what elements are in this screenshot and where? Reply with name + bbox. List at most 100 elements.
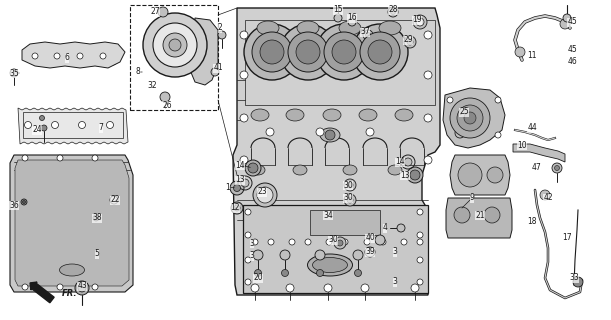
- Polygon shape: [10, 155, 133, 292]
- Circle shape: [457, 105, 483, 131]
- Text: 41: 41: [213, 63, 223, 73]
- Text: 3: 3: [249, 252, 254, 260]
- Circle shape: [484, 207, 500, 223]
- Text: 17: 17: [562, 234, 572, 243]
- Ellipse shape: [251, 109, 269, 121]
- Text: 40: 40: [365, 234, 375, 243]
- Text: 13: 13: [400, 171, 410, 180]
- Ellipse shape: [379, 21, 401, 35]
- Circle shape: [326, 239, 332, 245]
- Circle shape: [424, 156, 432, 164]
- Circle shape: [245, 209, 251, 215]
- Circle shape: [410, 170, 420, 180]
- Text: 3: 3: [392, 277, 397, 286]
- Polygon shape: [233, 8, 440, 295]
- Circle shape: [211, 68, 219, 76]
- Text: 16: 16: [347, 13, 357, 22]
- Text: 3: 3: [249, 238, 254, 247]
- Circle shape: [573, 277, 583, 287]
- Circle shape: [417, 232, 423, 238]
- Text: 30: 30: [328, 236, 338, 244]
- Circle shape: [348, 18, 356, 26]
- Circle shape: [10, 69, 18, 77]
- FancyArrow shape: [30, 282, 54, 303]
- Polygon shape: [18, 108, 128, 144]
- Circle shape: [266, 128, 274, 136]
- Text: 2: 2: [218, 23, 222, 33]
- Polygon shape: [22, 42, 125, 68]
- Circle shape: [51, 122, 59, 129]
- Bar: [243, 205, 428, 293]
- Circle shape: [245, 257, 251, 263]
- Circle shape: [344, 194, 356, 206]
- Circle shape: [288, 32, 328, 72]
- Text: 8: 8: [136, 68, 141, 76]
- Circle shape: [487, 167, 503, 183]
- Circle shape: [397, 224, 405, 232]
- Circle shape: [560, 19, 570, 29]
- Text: 14: 14: [235, 161, 245, 170]
- Circle shape: [218, 31, 226, 39]
- Circle shape: [289, 239, 295, 245]
- Circle shape: [240, 156, 248, 164]
- Text: 45: 45: [567, 18, 577, 27]
- Circle shape: [240, 71, 248, 79]
- Circle shape: [365, 247, 375, 257]
- Ellipse shape: [297, 21, 319, 35]
- Text: 29: 29: [403, 36, 413, 44]
- Text: 14: 14: [395, 157, 405, 166]
- Circle shape: [240, 114, 248, 122]
- Text: 27: 27: [150, 7, 160, 17]
- Circle shape: [417, 239, 423, 245]
- Circle shape: [92, 284, 98, 290]
- Text: 35: 35: [9, 68, 19, 77]
- Text: 6: 6: [65, 53, 70, 62]
- Text: 36: 36: [9, 201, 19, 210]
- Circle shape: [169, 39, 181, 51]
- Circle shape: [495, 97, 501, 103]
- Circle shape: [447, 97, 453, 103]
- Text: 15: 15: [333, 5, 343, 14]
- Text: 7: 7: [98, 124, 103, 132]
- Circle shape: [282, 269, 288, 276]
- Text: 45: 45: [567, 45, 577, 54]
- Circle shape: [352, 24, 408, 80]
- Polygon shape: [190, 18, 218, 85]
- Text: 28: 28: [388, 5, 398, 14]
- Text: 43: 43: [77, 282, 87, 291]
- Circle shape: [268, 239, 274, 245]
- Circle shape: [464, 112, 476, 124]
- Circle shape: [365, 33, 370, 37]
- Circle shape: [347, 182, 353, 188]
- Circle shape: [253, 183, 277, 207]
- Ellipse shape: [59, 264, 84, 276]
- Circle shape: [255, 269, 262, 276]
- Circle shape: [54, 53, 60, 59]
- Circle shape: [231, 202, 243, 214]
- Circle shape: [325, 130, 335, 140]
- Circle shape: [344, 179, 356, 191]
- Circle shape: [260, 40, 284, 64]
- Text: 25: 25: [459, 108, 469, 116]
- Circle shape: [296, 40, 320, 64]
- Polygon shape: [446, 198, 512, 238]
- Circle shape: [424, 114, 432, 122]
- Circle shape: [417, 209, 423, 215]
- Circle shape: [160, 92, 170, 102]
- Circle shape: [78, 284, 86, 292]
- Text: 30: 30: [343, 180, 353, 189]
- Polygon shape: [443, 88, 505, 148]
- Circle shape: [233, 185, 241, 191]
- Circle shape: [280, 250, 290, 260]
- Circle shape: [552, 163, 562, 173]
- Text: 24: 24: [32, 125, 42, 134]
- Ellipse shape: [343, 165, 357, 175]
- Circle shape: [455, 128, 465, 138]
- Text: 33: 33: [569, 274, 579, 283]
- Circle shape: [57, 284, 63, 290]
- Circle shape: [240, 31, 248, 39]
- Bar: [23, 112, 123, 138]
- Circle shape: [388, 7, 398, 17]
- Text: 10: 10: [517, 140, 527, 149]
- Circle shape: [241, 179, 249, 187]
